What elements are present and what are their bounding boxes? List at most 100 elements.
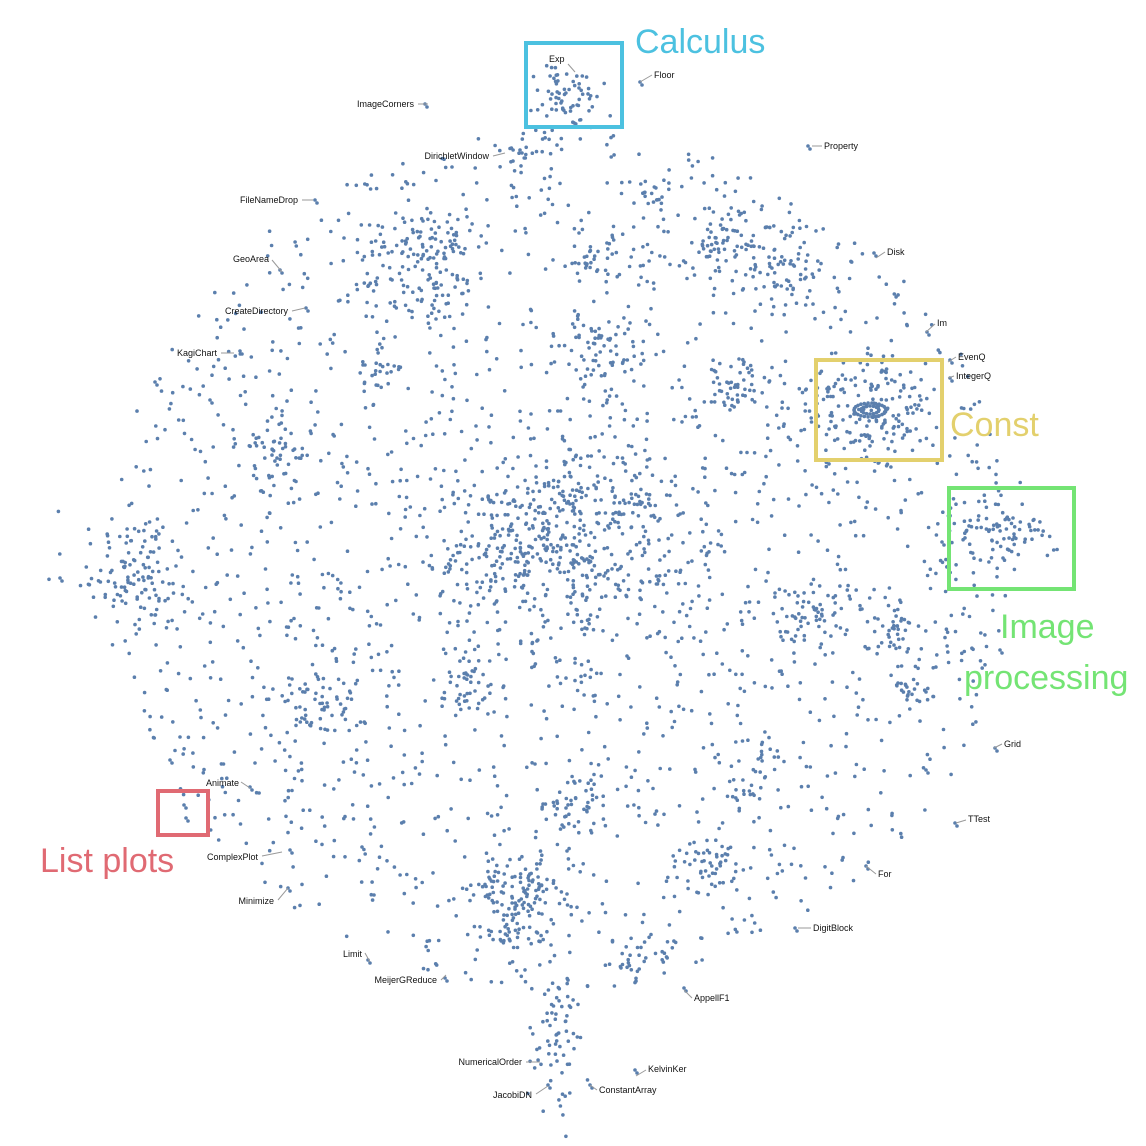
scatter-point [787,210,792,215]
scatter-point [577,279,582,283]
scatter-point [132,526,137,531]
scatter-point [171,581,175,586]
scatter-point [701,746,706,750]
scatter-point [919,398,923,402]
scatter-point [469,977,474,982]
scatter-point [265,587,269,592]
scatter-point [367,425,372,430]
scatter-point [171,591,176,595]
scatter-point [572,707,576,712]
scatter-point [673,859,678,863]
scatter-point [135,409,139,413]
scatter-point [499,734,504,738]
scatter-point [141,562,146,567]
scatter-point [585,804,589,809]
scatter-point [710,156,715,160]
scatter-point [667,187,671,192]
scatter-point [658,254,662,258]
scatter-point [631,344,636,349]
scatter-point [362,281,367,285]
scatter-point [559,537,563,541]
scatter-point [88,541,93,546]
scatter-point [693,858,697,862]
scatter-point [788,262,792,266]
scatter-point [928,586,933,591]
scatter-point [857,417,862,422]
scatter-point [725,238,729,243]
scatter-point [553,1052,558,1056]
scatter-point [589,831,594,835]
scatter-point [562,498,567,503]
scatter-point [450,272,455,277]
scatter-point [469,674,473,679]
scatter-point [442,505,447,510]
scatter-point [811,605,816,609]
scatter-point [984,527,989,531]
scatter-point [677,909,682,914]
scatter-point [513,901,518,905]
scatter-point [375,330,379,335]
scatter-point [736,209,741,214]
scatter-point [141,575,145,579]
scatter-point [370,898,375,902]
scatter-point [98,568,103,573]
scatter-point [711,310,716,315]
scatter-point [440,293,445,298]
scatter-point [121,565,126,569]
scatter-point [896,627,900,632]
scatter-point [126,575,130,579]
scatter-point [525,591,530,595]
scatter-point [250,545,254,550]
scatter-point [726,396,730,400]
scatter-point [615,633,619,637]
scatter-point [997,629,1001,633]
scatter-point [684,989,688,993]
scatter-point [643,505,647,509]
scatter-point [813,608,818,612]
scatter-point [755,520,760,525]
scatter-point [651,786,655,791]
scatter-point [804,492,808,497]
scatter-point [461,251,466,256]
scatter-point [568,447,573,452]
scatter-point [584,808,589,813]
scatter-point [707,254,712,258]
scatter-point [376,652,381,657]
scatter-point [814,229,818,233]
scatter-point [673,940,678,945]
scatter-point [553,65,558,70]
scatter-point [489,413,494,418]
scatter-point [767,379,772,383]
scatter-point [548,97,553,101]
scatter-point [588,414,592,418]
scatter-point [585,575,589,580]
scatter-point [305,720,309,724]
scatter-point [769,658,774,662]
scatter-point [834,424,838,428]
scatter-point [902,279,906,284]
scatter-point [415,260,420,264]
scatter-point [746,584,750,589]
scatter-point [801,740,806,745]
scatter-point [475,580,479,584]
scatter-point [935,653,939,657]
scatter-point [271,687,275,691]
scatter-point [460,312,465,316]
scatter-point [347,689,352,693]
scatter-point [369,892,374,897]
scatter-point [454,914,459,918]
scatter-point [387,726,392,730]
scatter-point [976,518,980,522]
scatter-point [726,381,731,385]
scatter-point [934,665,938,669]
scatter-point [876,385,880,389]
scatter-point [772,755,777,759]
scatter-point [318,525,323,529]
scatter-point [609,155,613,159]
scatter-point [534,888,538,893]
scatter-point [572,506,577,510]
scatter-point [561,489,565,494]
scatter-point [425,535,429,539]
scatter-point [240,352,244,356]
scatter-point [232,750,237,754]
